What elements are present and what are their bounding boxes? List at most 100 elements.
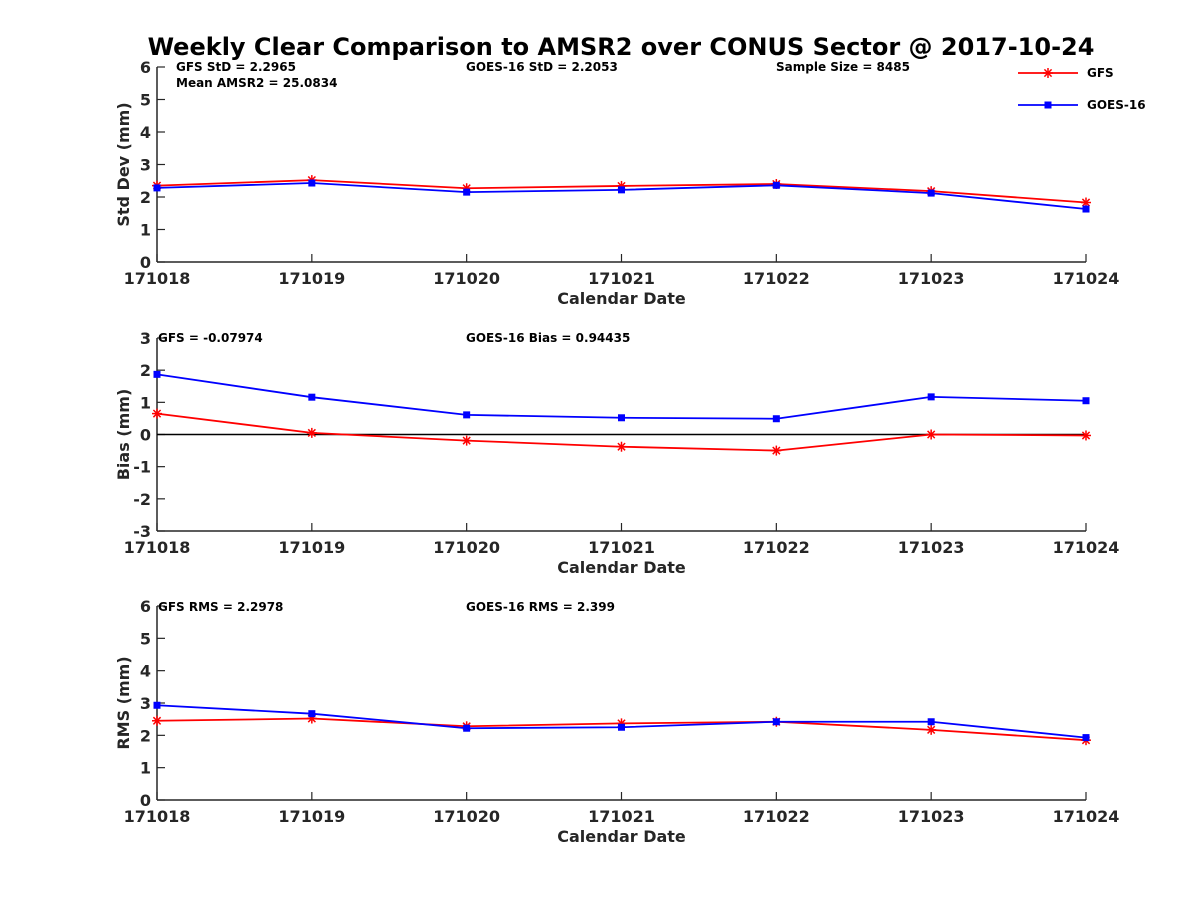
- x-tick-label: 171024: [1053, 538, 1120, 557]
- x-axis-label: Calendar Date: [557, 827, 686, 846]
- data-point-gfs-stroke: [617, 442, 626, 451]
- series-line-goes-16: [156, 373, 1087, 420]
- data-point-goes-16: [772, 415, 780, 423]
- data-point-gfs-stroke: [152, 716, 162, 725]
- data-point-goes-16: [1082, 397, 1090, 405]
- data-point-goes-16: [618, 723, 625, 731]
- x-tick-label: 171023: [898, 807, 965, 826]
- y-tick-label: 4: [140, 123, 151, 142]
- annotation: GOES-16 Bias = 0.94435: [466, 331, 630, 345]
- y-tick-label: 5: [140, 629, 151, 648]
- y-tick-label: 1: [140, 393, 151, 412]
- data-point-goes-16: [618, 414, 625, 422]
- legend-entry-gfs: GFS: [1018, 66, 1114, 80]
- y-axis-label: Std Dev (mm): [114, 102, 133, 226]
- data-point-goes-16: [463, 724, 471, 732]
- legend-label: GOES-16: [1087, 98, 1146, 112]
- y-tick-label: 2: [140, 726, 151, 745]
- y-tick-label: 0: [140, 426, 151, 445]
- chart-title: Weekly Clear Comparison to AMSR2 over CO…: [148, 33, 1095, 61]
- data-point-gfs: [306, 427, 317, 438]
- data-point-goes-16: [927, 189, 935, 197]
- data-point-gfs-stroke: [152, 409, 162, 418]
- data-point-goes-16: [153, 184, 161, 192]
- annotation: Mean AMSR2 = 25.0834: [176, 76, 337, 90]
- legend-entry-goes-16: GOES-16: [1018, 98, 1146, 112]
- annotation: GFS StD = 2.2965: [176, 60, 296, 74]
- x-tick-label: 171022: [743, 269, 810, 288]
- x-axis-label: Calendar Date: [557, 289, 686, 308]
- y-tick-label: 2: [140, 361, 151, 380]
- annotation: GFS RMS = 2.2978: [158, 600, 283, 614]
- y-tick-label: 3: [140, 156, 151, 175]
- y-tick-label: 1: [140, 221, 151, 240]
- x-axis-label: Calendar Date: [557, 558, 686, 577]
- legend: GFS GOES-16: [1018, 66, 1146, 112]
- x-tick-label: 171024: [1053, 807, 1120, 826]
- y-tick-label: 0: [140, 791, 151, 810]
- data-point-gfs: [926, 724, 937, 735]
- data-point-gfs: [152, 408, 162, 419]
- x-tick-label: 171020: [433, 269, 500, 288]
- y-tick-label: 6: [140, 597, 151, 616]
- data-point-gfs: [1081, 430, 1091, 441]
- data-point-gfs: [616, 441, 627, 452]
- legend-marker-stroke: [1043, 68, 1053, 78]
- x-tick-label: 171021: [588, 269, 655, 288]
- data-point-goes-16: [1082, 205, 1090, 213]
- y-tick-label: 2: [140, 188, 151, 207]
- data-point-gfs-stroke: [772, 446, 781, 455]
- x-tick-label: 171018: [124, 538, 191, 557]
- x-tick-label: 171019: [278, 269, 345, 288]
- data-point-goes-16: [308, 710, 316, 718]
- data-point-gfs-stroke: [927, 725, 936, 734]
- y-axis-label: Bias (mm): [114, 389, 133, 481]
- x-tick-label: 171023: [898, 269, 965, 288]
- x-tick-label: 171018: [124, 807, 191, 826]
- data-point-gfs: [152, 715, 162, 726]
- panel-1: 0 1 2 3 4 5 6 171018 171019 171020 171021 171022 171…: [114, 58, 1119, 308]
- x-tick-label: 171022: [743, 538, 810, 557]
- y-axis-label: RMS (mm): [114, 656, 133, 749]
- data-point-goes-16: [308, 393, 316, 401]
- data-point-gfs: [461, 435, 472, 446]
- legend-marker: [1043, 68, 1053, 78]
- y-tick-label: 5: [140, 91, 151, 110]
- data-point-goes-16: [463, 411, 471, 419]
- annotation: Sample Size = 8485: [776, 60, 910, 74]
- data-point-goes-16: [153, 701, 161, 709]
- x-tick-label: 171022: [743, 807, 810, 826]
- annotation: GOES-16 RMS = 2.399: [466, 600, 615, 614]
- annotation: GFS = -0.07974: [158, 331, 263, 345]
- data-point-goes-16: [153, 370, 161, 378]
- y-tick-label: 3: [140, 329, 151, 348]
- data-point-gfs-stroke: [1081, 431, 1091, 440]
- x-tick-label: 171019: [278, 807, 345, 826]
- y-tick-label: 4: [140, 662, 151, 681]
- data-point-goes-16: [772, 181, 780, 189]
- panel-3: 0 1 2 3 4 5 6 171018 171019 171020 171021 171022 171…: [114, 597, 1119, 846]
- x-tick-label: 171023: [898, 538, 965, 557]
- x-tick-label: 171024: [1053, 269, 1120, 288]
- y-tick-label: 3: [140, 694, 151, 713]
- y-tick-label: 6: [140, 58, 151, 77]
- data-point-gfs-stroke: [462, 436, 471, 445]
- annotation: GOES-16 StD = 2.2053: [466, 60, 618, 74]
- data-point-goes-16: [1082, 734, 1090, 742]
- data-point-goes-16: [308, 179, 316, 187]
- x-tick-label: 171021: [588, 538, 655, 557]
- panel-2: -3 -2 -1 0 1 2 3 171018 171019 171020 171021 171022…: [114, 329, 1119, 577]
- x-tick-label: 171020: [433, 538, 500, 557]
- legend-marker: [1044, 101, 1052, 109]
- data-point-gfs: [771, 445, 782, 456]
- y-tick-label: -1: [133, 458, 151, 477]
- x-tick-label: 171020: [433, 807, 500, 826]
- x-tick-label: 171019: [278, 538, 345, 557]
- data-point-goes-16: [927, 718, 935, 726]
- data-point-gfs-stroke: [307, 428, 316, 438]
- x-tick-label: 171021: [588, 807, 655, 826]
- data-point-goes-16: [772, 718, 780, 726]
- y-tick-label: 1: [140, 759, 151, 778]
- data-point-goes-16: [927, 393, 935, 401]
